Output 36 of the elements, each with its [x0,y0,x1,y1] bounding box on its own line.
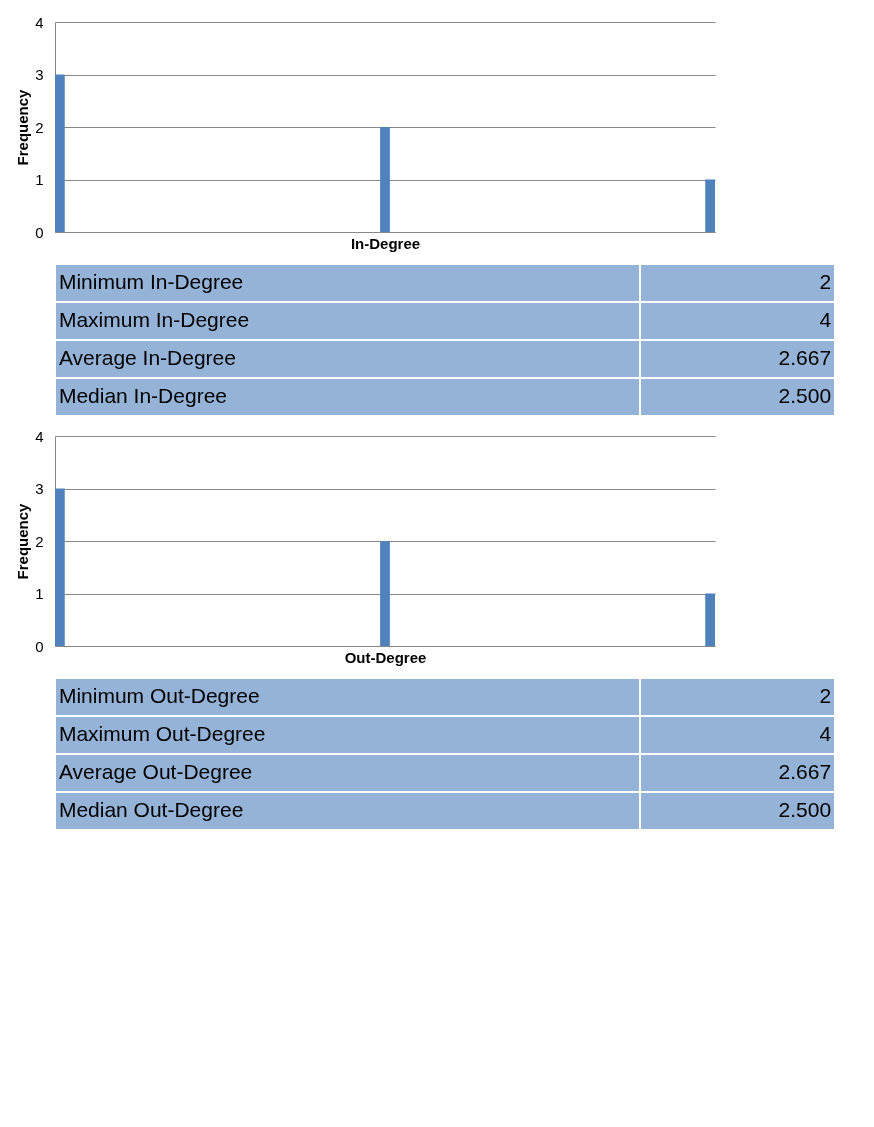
text: Median In-Degree [58,384,227,407]
y-axis-title: Frequency [14,88,32,166]
bar [55,74,65,232]
bar [380,127,390,232]
y-tick-label: 3 [35,66,44,83]
y-tick-label: 1 [35,585,44,602]
y-tick-label: 4 [35,427,44,445]
bar [705,593,715,646]
text: 2.667 [778,346,832,369]
y-tick-label: 4 [35,13,44,31]
y-tick-label: 0 [35,223,44,241]
text: 2.500 [778,384,832,407]
text: Minimum Out-Degree [58,684,260,707]
y-tick-label: 2 [35,118,44,136]
x-axis-title: Out-Degree [344,648,427,666]
text: 2 [819,684,832,707]
bar [55,488,65,646]
text: Average In-Degree [58,346,236,369]
text: 2.667 [778,760,832,783]
text: 4 [819,722,832,745]
text: Minimum In-Degree [58,270,244,293]
y-tick-label: 3 [35,480,44,497]
text: Maximum Out-Degree [58,722,266,745]
text: Average Out-Degree [58,760,253,783]
y-tick-label: 0 [35,637,44,655]
bar [380,541,390,646]
text: 2.500 [778,798,832,821]
bar [705,179,715,232]
text: 2 [819,270,832,293]
y-tick-label: 1 [35,171,44,188]
y-tick-label: 2 [35,532,44,550]
text: Median Out-Degree [58,798,244,821]
y-axis-title: Frequency [14,502,32,580]
x-axis-title: In-Degree [350,234,421,252]
text: 4 [819,308,832,331]
text: Maximum In-Degree [58,308,250,331]
